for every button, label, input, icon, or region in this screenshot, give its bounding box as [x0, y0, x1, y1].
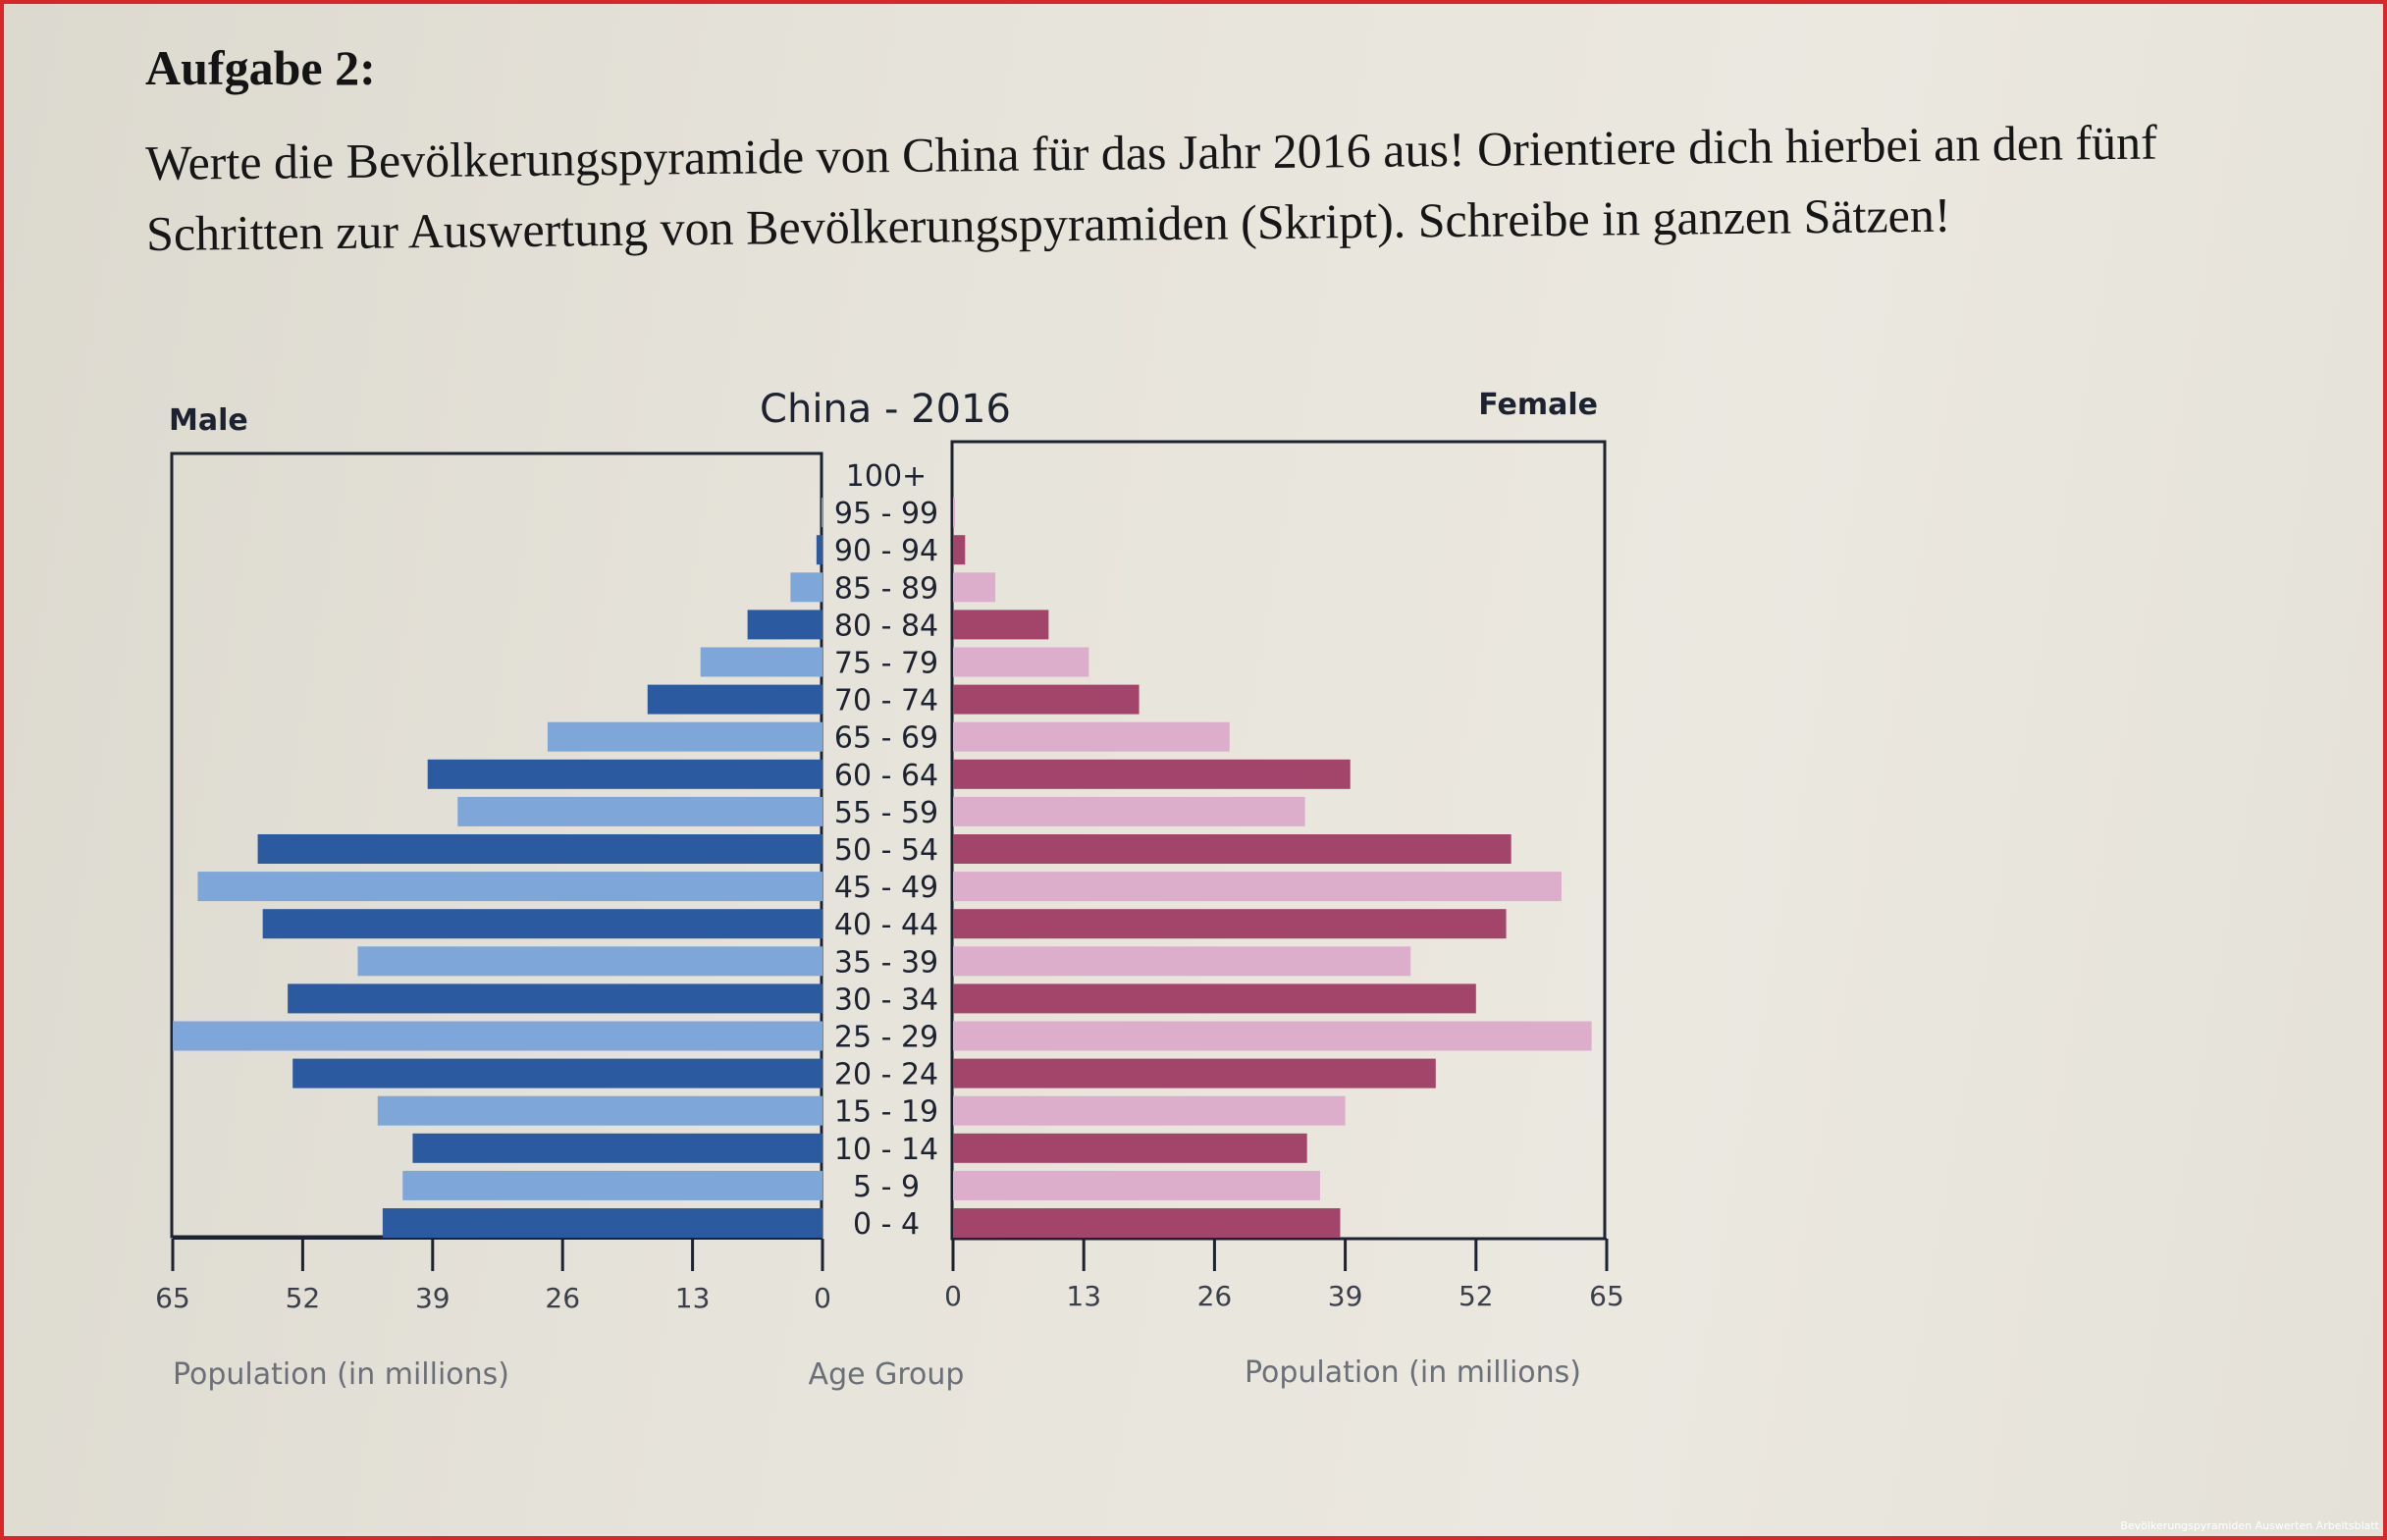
age-group-label: 95 - 99 — [834, 497, 938, 531]
male-bar — [292, 1058, 822, 1089]
male-bar — [288, 983, 823, 1014]
male-x-axis: 0 13 26 39 52 65 — [155, 1238, 831, 1314]
male-bar — [457, 796, 822, 826]
male-bar — [257, 834, 823, 864]
female-tick-label: 39 — [1328, 1280, 1363, 1312]
female-bar — [953, 1133, 1307, 1163]
age-group-label: 65 - 69 — [834, 721, 938, 756]
female-bar — [953, 1021, 1592, 1051]
female-bar — [953, 983, 1476, 1014]
female-bar — [953, 796, 1305, 826]
male-label: Male — [169, 403, 248, 438]
age-group-label: 55 - 59 — [834, 796, 938, 830]
male-bar — [197, 872, 822, 902]
female-bar — [953, 647, 1089, 677]
male-bar — [357, 946, 822, 977]
female-bar — [953, 1058, 1436, 1089]
age-group-label: 100+ — [846, 459, 927, 494]
male-tick-label: 0 — [814, 1282, 831, 1314]
age-group-label: 25 - 29 — [834, 1021, 938, 1055]
male-axis-title: Population (in millions) — [173, 1357, 509, 1392]
age-group-label: 20 - 24 — [834, 1058, 938, 1092]
age-group-label: 5 - 9 — [853, 1170, 920, 1204]
age-group-label: 10 - 14 — [834, 1133, 938, 1167]
male-tick-label: 26 — [545, 1282, 580, 1314]
chart-title: China - 2016 — [760, 387, 1011, 432]
male-bar — [173, 1021, 822, 1051]
female-bar — [953, 535, 966, 565]
male-bar — [412, 1133, 822, 1163]
male-bar — [382, 1208, 822, 1238]
female-x-axis: 0 13 26 39 52 65 — [944, 1238, 1624, 1312]
female-bars-group — [953, 498, 1592, 1238]
female-bar — [953, 759, 1351, 789]
female-bar — [953, 572, 996, 603]
female-tick-label: 13 — [1066, 1280, 1101, 1312]
female-bar — [953, 1095, 1346, 1126]
age-group-label: 15 - 19 — [834, 1095, 938, 1130]
female-bar — [953, 1170, 1320, 1200]
male-bar — [790, 572, 822, 603]
female-bar — [953, 872, 1562, 902]
male-bar — [816, 535, 822, 565]
female-tick-label: 52 — [1459, 1280, 1494, 1312]
age-group-label: 0 - 4 — [853, 1207, 920, 1242]
female-tick-label: 65 — [1589, 1280, 1624, 1312]
age-group-label: 40 - 44 — [834, 908, 938, 942]
age-group-axis-title: Age Group — [809, 1357, 965, 1392]
male-tick-label: 13 — [675, 1282, 711, 1314]
age-group-label: 30 - 34 — [834, 982, 938, 1017]
male-bar — [747, 610, 822, 640]
male-bar — [547, 721, 822, 752]
age-group-label: 45 - 49 — [834, 871, 938, 905]
age-group-label: 75 - 79 — [834, 647, 938, 681]
male-bar — [647, 684, 822, 715]
male-bar — [700, 647, 822, 677]
age-group-label: 50 - 54 — [834, 833, 938, 868]
female-axis-title: Population (in millions) — [1245, 1355, 1581, 1390]
footer-caption: Bevölkerungspyramiden Auswerten Arbeitsb… — [2120, 1519, 2379, 1532]
female-bar — [953, 909, 1507, 939]
male-tick-label: 39 — [415, 1282, 451, 1314]
task-heading: Aufgabe 2: — [145, 40, 376, 95]
female-bar — [953, 721, 1230, 752]
male-bar — [262, 909, 823, 939]
male-bar — [427, 759, 822, 789]
male-bar — [377, 1095, 822, 1126]
age-group-label: 90 - 94 — [834, 534, 938, 568]
age-group-label: 70 - 74 — [834, 684, 938, 718]
male-tick-label: 52 — [286, 1282, 321, 1314]
female-label: Female — [1478, 388, 1598, 422]
age-group-label: 60 - 64 — [834, 759, 938, 793]
male-bar — [402, 1170, 822, 1200]
female-bar — [953, 498, 956, 528]
age-group-label: 80 - 84 — [834, 609, 938, 643]
female-bar — [953, 1208, 1341, 1238]
male-bars-group — [173, 498, 823, 1238]
female-bar — [953, 610, 1049, 640]
male-tick-label: 65 — [155, 1282, 190, 1314]
female-tick-label: 26 — [1197, 1280, 1233, 1312]
age-group-label: 85 - 89 — [834, 571, 938, 606]
female-tick-label: 0 — [944, 1280, 962, 1312]
female-bar — [953, 946, 1411, 977]
female-bar — [953, 834, 1512, 864]
age-group-label: 35 - 39 — [834, 945, 938, 980]
female-bar — [953, 684, 1140, 715]
